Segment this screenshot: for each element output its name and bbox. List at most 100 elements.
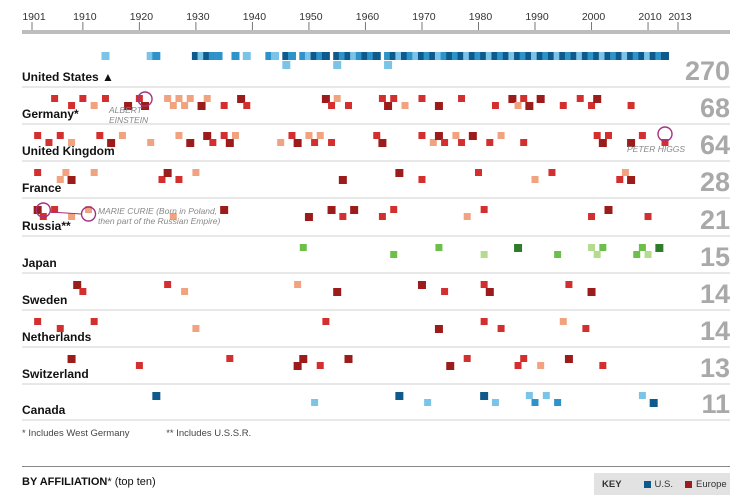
laureate-mark — [520, 139, 528, 146]
laureate-mark — [367, 52, 376, 60]
laureate-mark — [655, 52, 664, 60]
laureate-mark — [401, 52, 410, 60]
laureate-mark — [576, 95, 584, 102]
laureate-mark — [79, 95, 87, 102]
laureate-mark — [56, 325, 64, 332]
laureate-mark — [542, 392, 550, 399]
laureate-mark — [333, 288, 342, 296]
laureate-mark — [434, 325, 443, 333]
laureate-mark — [536, 95, 545, 103]
laureate-mark — [192, 325, 200, 332]
laureate-mark — [593, 95, 602, 103]
laureate-mark — [508, 95, 517, 103]
laureate-mark — [435, 244, 443, 251]
laureate-mark — [621, 169, 629, 176]
key-swatch-europe — [685, 480, 693, 488]
laureate-mark — [480, 318, 488, 325]
laureate-mark — [67, 355, 76, 363]
annotation-einstein-line2: EINSTEIN — [109, 115, 149, 125]
laureate-mark — [434, 102, 443, 110]
laureate-mark — [333, 61, 342, 69]
laureate-mark — [51, 206, 59, 213]
annotation-higgs: PETER HIGGS — [627, 144, 685, 154]
laureate-mark — [536, 52, 545, 60]
laureate-mark — [51, 95, 59, 102]
laureate-mark — [152, 52, 161, 60]
laureate-mark — [67, 176, 76, 184]
laureate-mark — [565, 281, 573, 288]
laureate-mark — [90, 102, 98, 109]
tick-label: 1901 — [22, 11, 46, 23]
laureate-mark — [186, 139, 195, 147]
laureate-mark — [293, 362, 302, 370]
winner-count: 28 — [700, 167, 730, 197]
laureate-mark — [350, 52, 359, 60]
footnotes: * Includes West Germany ** Includes U.S.… — [22, 428, 285, 439]
country-label: Switzerland — [22, 367, 89, 381]
laureate-mark — [598, 139, 607, 147]
laureate-mark — [181, 102, 189, 109]
higgs-circle — [657, 126, 673, 142]
laureate-mark — [621, 52, 630, 60]
laureate-mark — [372, 52, 381, 60]
laureate-mark — [344, 355, 353, 363]
winner-count: 64 — [700, 130, 730, 160]
laureate-mark — [203, 95, 211, 102]
laureate-mark — [638, 392, 646, 399]
laureate-mark — [355, 52, 364, 60]
laureate-mark — [446, 362, 455, 370]
laureate-mark — [604, 52, 613, 60]
laureate-mark — [486, 139, 494, 146]
laureate-mark — [68, 213, 76, 220]
laureate-mark — [514, 102, 522, 109]
einstein-circle — [137, 91, 153, 107]
winner-count: 270 — [685, 56, 730, 86]
laureate-mark — [463, 213, 471, 220]
laureate-mark — [101, 52, 110, 60]
winner-count: 68 — [700, 93, 730, 123]
laureate-mark — [615, 52, 624, 60]
laureate-mark — [345, 102, 352, 109]
laureate-mark — [33, 206, 42, 214]
laureate-mark — [610, 52, 619, 60]
laureate-mark — [627, 52, 636, 60]
laureate-mark — [45, 139, 53, 146]
laureate-mark — [480, 206, 488, 213]
laureate-mark — [85, 206, 93, 213]
laureate-mark — [73, 281, 82, 289]
tick-label: 2010 — [638, 11, 662, 23]
laureate-mark — [644, 213, 652, 220]
country-row: Sweden 14 — [22, 279, 730, 311]
laureate-mark — [62, 169, 70, 176]
laureate-mark — [531, 399, 539, 406]
laureate-mark — [384, 52, 393, 60]
laureate-mark — [627, 139, 636, 147]
laureate-mark — [390, 251, 398, 258]
laureate-mark — [220, 102, 228, 109]
laureate-mark — [395, 392, 404, 400]
laureate-mark — [378, 213, 386, 220]
laureate-mark — [197, 102, 206, 110]
laureate-mark — [220, 206, 229, 214]
laureate-mark — [90, 318, 98, 325]
laureate-mark — [480, 251, 488, 258]
laureate-mark — [316, 362, 324, 369]
winner-count: 14 — [700, 279, 730, 309]
key-item-europe: Europe — [685, 479, 727, 490]
laureate-mark — [124, 102, 133, 110]
laureate-mark — [304, 213, 313, 221]
laureate-mark — [237, 95, 246, 103]
laureate-mark — [554, 399, 562, 406]
laureate-mark — [480, 52, 489, 60]
curie-connector — [50, 211, 82, 215]
laureate-mark — [429, 139, 437, 146]
laureate-mark — [525, 102, 534, 110]
laureate-mark — [537, 362, 545, 369]
laureate-mark — [418, 95, 426, 102]
laureate-mark — [424, 399, 432, 406]
laureate-mark — [164, 281, 172, 288]
laureate-mark — [34, 169, 42, 176]
laureate-mark — [282, 61, 291, 69]
winner-count: 13 — [700, 353, 730, 383]
laureate-mark — [147, 139, 155, 146]
